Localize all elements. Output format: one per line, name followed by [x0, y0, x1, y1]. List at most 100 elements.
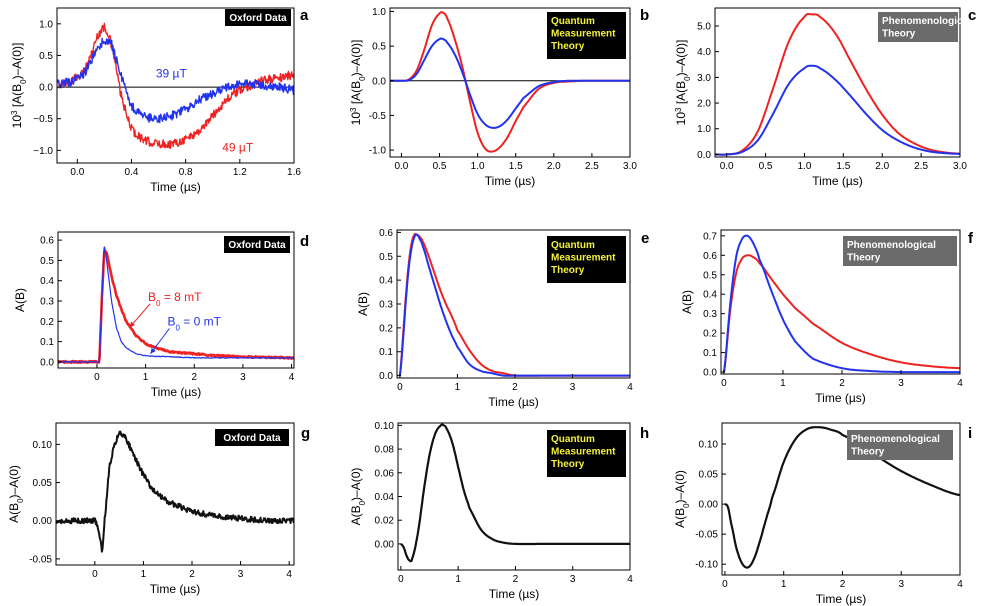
- x-tick-label: 1: [781, 579, 787, 590]
- x-tick-label: 4: [627, 574, 633, 585]
- y-tick-label: 0.3: [379, 300, 393, 311]
- annotation-arrowhead: [150, 347, 156, 354]
- y-axis-label: A(B0)–A(0): [673, 470, 691, 528]
- y-tick-label: 0.6: [40, 236, 54, 247]
- x-tick-label: 3: [898, 378, 904, 389]
- panel-h: 0 1 2 3 4 0.00 0.02 0.04 0.06 0.08 0.10 Time (µs) A(…: [349, 421, 649, 601]
- y-tick-label: 0.0: [40, 357, 54, 368]
- y-tick-label: 0.4: [703, 290, 717, 301]
- panel-letter: h: [640, 425, 649, 442]
- x-tick-label: 3: [898, 579, 904, 590]
- panel-c: 0.0 0.5 1.0 1.5 2.0 2.5 3.0 0.0 1.0 2.0 3.0 4.0 5.0 T…: [674, 7, 977, 188]
- y-tick-label: -0.05: [695, 530, 718, 541]
- y-tick-label: 5.0: [697, 21, 711, 32]
- y-tick-label: 0.00: [33, 516, 53, 527]
- badge-text: Theory: [851, 447, 885, 458]
- y-tick-label: 0.1: [703, 348, 717, 359]
- x-tick-label: 1.6: [287, 167, 301, 178]
- series-annotation: 49 µT: [222, 141, 254, 155]
- y-tick-label: 0.0: [697, 150, 711, 161]
- plot-frame: [57, 231, 295, 369]
- badge-text: Oxford Data: [229, 13, 287, 24]
- x-tick-label: 4: [627, 382, 633, 393]
- panel-g: 0 1 2 3 4 -0.05 0.00 0.05 0.10 Time (µs) A(B0)–A(0…: [7, 422, 310, 596]
- x-axis-label: Time (µs): [151, 385, 201, 399]
- badge-text: Quantum: [551, 434, 595, 445]
- x-tick-label: 1: [455, 574, 461, 585]
- x-tick-label: 0: [398, 574, 404, 585]
- badge-text: Phenomenological: [847, 240, 936, 251]
- y-axis-label: 103 [A(B0)–A(0)]: [349, 40, 367, 126]
- x-tick-label: 2: [839, 378, 845, 389]
- series-line: [715, 64, 960, 156]
- x-tick-label: 3: [570, 382, 576, 393]
- panel-letter: f: [968, 230, 974, 247]
- series-line: [58, 246, 294, 363]
- y-tick-label: -0.10: [695, 560, 718, 571]
- x-tick-label: 3.0: [953, 161, 967, 172]
- theory-badge: Oxford Data: [225, 9, 291, 26]
- x-tick-label: 2: [513, 574, 519, 585]
- panel-letter: i: [968, 425, 972, 442]
- x-tick-label: 1: [780, 378, 786, 389]
- panel-a: 0.0 0.4 0.8 1.2 1.6 −1.0 −0.5 0.0 0.5 1.0 Time (µs…: [10, 7, 310, 194]
- panel-letter: g: [301, 425, 310, 442]
- series-annotation: B0 = 0 mT: [167, 314, 221, 332]
- theory-badge: Oxford Data: [215, 429, 289, 446]
- y-tick-label: 1.0: [697, 124, 711, 135]
- x-tick-label: 1.0: [797, 161, 811, 172]
- badge-text: Quantum: [551, 240, 595, 251]
- y-axis-label: A(B): [13, 288, 27, 312]
- badge-text: Measurement: [551, 447, 616, 458]
- series-line: [57, 37, 294, 124]
- y-tick-label: 0.6: [379, 228, 393, 239]
- panel-letter: c: [968, 7, 976, 24]
- x-tick-label: 0.8: [179, 167, 193, 178]
- x-axis-label: Time (µs): [816, 592, 866, 606]
- x-tick-label: 4: [286, 569, 292, 580]
- panel-letter: d: [300, 233, 309, 250]
- x-tick-label: 3: [240, 372, 246, 383]
- y-axis-label: 103 [A(B0)–A(0)]: [674, 40, 692, 126]
- badge-text: Oxford Data: [228, 240, 286, 251]
- y-tick-label: 0.2: [703, 329, 717, 340]
- plot-frame: [720, 229, 961, 375]
- x-axis-label: Time (µs): [150, 180, 200, 194]
- series-line: [723, 234, 960, 374]
- badge-text: Oxford Data: [223, 433, 281, 444]
- theory-badge: Phenomenological Theory: [847, 430, 953, 460]
- series-line: [56, 430, 294, 553]
- x-tick-label: 4: [957, 378, 963, 389]
- panel-letter: e: [641, 230, 649, 247]
- x-tick-label: 4: [289, 372, 295, 383]
- badge-text: Theory: [551, 459, 585, 470]
- badge-text: Theory: [551, 41, 585, 52]
- y-tick-label: 0.3: [40, 297, 54, 308]
- x-tick-label: 1: [143, 372, 149, 383]
- y-tick-label: 0.10: [33, 440, 53, 451]
- y-tick-label: 1.0: [372, 7, 386, 18]
- x-axis-label: Time (µs): [815, 391, 865, 405]
- x-tick-label: 2: [189, 569, 195, 580]
- x-tick-label: 3: [570, 574, 576, 585]
- y-tick-label: 0.0: [379, 371, 393, 382]
- y-tick-label: 0.02: [375, 516, 395, 527]
- y-axis-label: A(B): [680, 290, 694, 314]
- y-tick-label: 0.00: [375, 539, 395, 550]
- panel-d: 0 1 2 3 4 0.0 0.1 0.2 0.3 0.4 0.5 0.6 Time (µs) A(B) O…: [13, 231, 309, 399]
- badge-text: Phenomenological: [851, 434, 940, 445]
- y-tick-label: −1.0: [33, 146, 53, 157]
- y-axis-label: A(B0)–A(0): [7, 465, 25, 523]
- y-tick-label: 0.2: [379, 323, 393, 334]
- x-tick-label: 1.2: [233, 167, 247, 178]
- x-tick-label: 0: [721, 378, 727, 389]
- x-tick-label: 0.5: [759, 161, 773, 172]
- x-tick-label: 1.5: [836, 161, 850, 172]
- y-tick-label: 3.0: [697, 73, 711, 84]
- y-tick-label: 0.05: [699, 470, 719, 481]
- x-axis-label: Time (µs): [489, 587, 539, 601]
- y-tick-label: 0.06: [375, 468, 395, 479]
- y-tick-label: 0.3: [703, 309, 717, 320]
- theory-badge: Phenomenological Theory: [878, 12, 971, 42]
